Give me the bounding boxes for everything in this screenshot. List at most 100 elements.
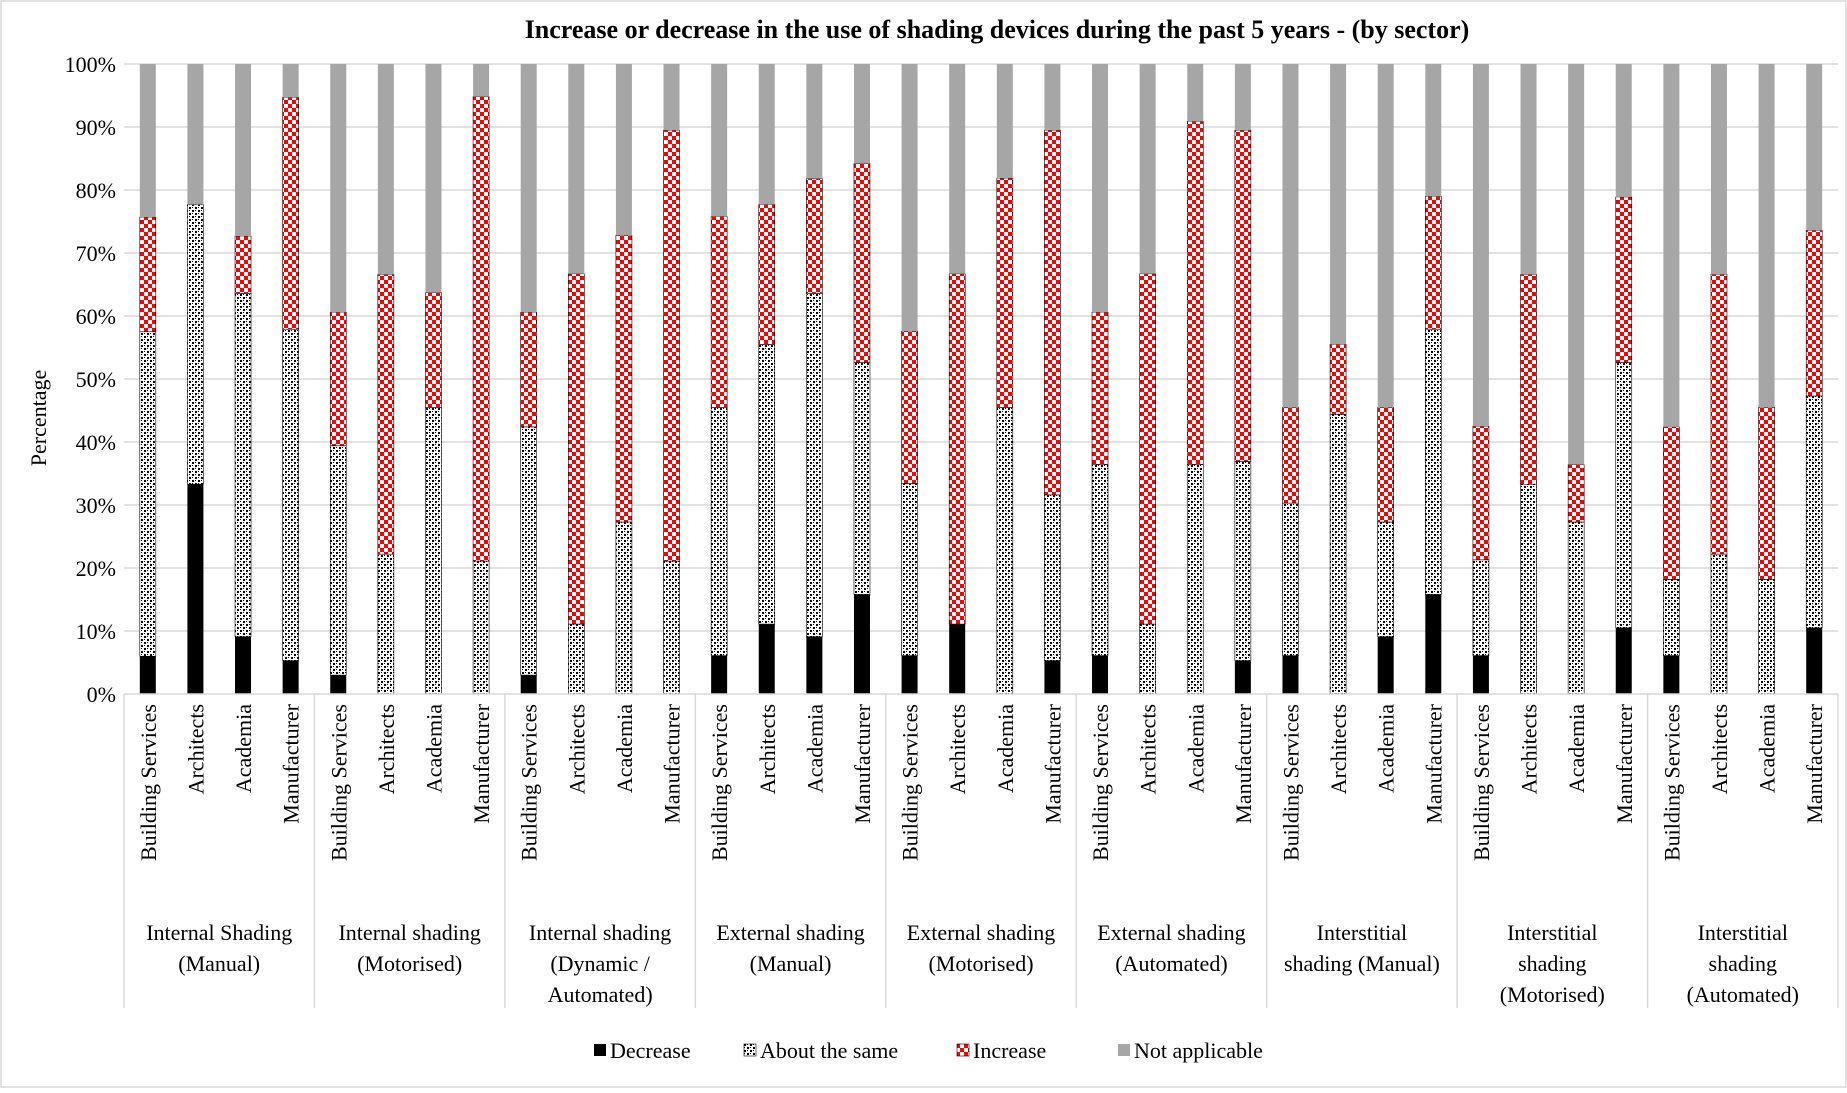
- group-label: External shading (Manual): [716, 920, 864, 976]
- bar-segment-about-the-same: [806, 293, 823, 637]
- bar-segment-increase: [1234, 129, 1252, 462]
- bar-segment-not-applicable: [901, 64, 918, 332]
- y-tick-label: 30%: [76, 493, 116, 518]
- bar-segment-decrease: [758, 624, 775, 694]
- bar-segment-increase: [1520, 274, 1537, 485]
- bar-segment-about-the-same: [425, 407, 442, 695]
- x-tick-label: Architects: [945, 704, 970, 794]
- bar-segment-increase: [377, 274, 395, 555]
- bar-segment-not-applicable: [1758, 64, 1775, 408]
- x-tick-label: Manufacturer: [1040, 703, 1065, 823]
- x-tick-label: Manufacturer: [1612, 703, 1637, 823]
- bar-segment-about-the-same: [1567, 521, 1585, 695]
- group-label: Interstitial shading (Automated): [1687, 920, 1799, 1007]
- y-tick-label: 10%: [76, 619, 116, 644]
- bar-segment-about-the-same: [1425, 328, 1442, 595]
- bar-segment-about-the-same: [1520, 483, 1537, 695]
- bar-segment-about-the-same: [1044, 494, 1061, 661]
- bar-segment-decrease: [520, 675, 537, 694]
- bar-segment-decrease: [901, 655, 918, 694]
- y-tick-label: 100%: [65, 52, 116, 77]
- bar-segment-increase: [1377, 407, 1394, 523]
- bar-segment-decrease: [1092, 655, 1109, 694]
- bar-segment-decrease: [1044, 660, 1061, 694]
- bar-segment-increase: [1139, 273, 1156, 625]
- bar-segment-increase: [1044, 129, 1061, 496]
- bar-segment-not-applicable: [1568, 64, 1585, 465]
- x-tick-label: Building Services: [1659, 704, 1684, 861]
- x-tick-label: Building Services: [1469, 704, 1494, 861]
- gridlines: [124, 63, 1838, 632]
- bar-segment-about-the-same: [1615, 362, 1633, 629]
- bar-segment-about-the-same: [234, 293, 252, 637]
- x-tick-label: Academia: [1183, 704, 1208, 793]
- x-tick-label: Academia: [993, 704, 1018, 793]
- x-tick-label: Manufacturer: [469, 703, 494, 823]
- bar-segment-increase: [1282, 407, 1299, 504]
- bar-segment-increase: [901, 330, 918, 484]
- bar-segment-increase: [282, 97, 299, 330]
- x-tick-label: Architects: [564, 704, 589, 794]
- legend-swatch: [743, 1043, 757, 1057]
- bar-segment-decrease: [235, 636, 252, 694]
- bar-segment-not-applicable: [330, 64, 347, 313]
- bar-segment-decrease: [806, 636, 823, 694]
- bar-segment-about-the-same: [1329, 413, 1347, 695]
- x-tick-label: Academia: [421, 704, 446, 793]
- bar-segment-decrease: [1234, 660, 1251, 694]
- y-axis-label: Percentage: [26, 370, 51, 467]
- bar-segment-not-applicable: [1615, 64, 1632, 197]
- legend-swatch: [956, 1043, 970, 1057]
- bar-segment-about-the-same: [282, 328, 299, 661]
- bar-segment-decrease: [853, 594, 870, 694]
- bar-segment-increase: [996, 177, 1014, 408]
- bar-segment-decrease: [1806, 627, 1823, 694]
- bar-segment-increase: [1710, 274, 1728, 555]
- legend-label: Decrease: [610, 1038, 691, 1063]
- y-tick-label: 0%: [87, 682, 116, 707]
- x-tick-label: Building Services: [326, 704, 351, 861]
- bar-segment-increase: [806, 178, 823, 294]
- bar-segment-decrease: [1282, 655, 1299, 694]
- bar-segment-about-the-same: [996, 407, 1014, 695]
- bar-segment-increase: [1186, 121, 1204, 465]
- x-tick-label: Manufacturer: [850, 703, 875, 823]
- bar-segment-increase: [1615, 196, 1633, 363]
- bar-segment-not-applicable: [1330, 64, 1347, 345]
- bar-segment-about-the-same: [758, 344, 776, 625]
- bar-segment-increase: [1091, 311, 1109, 465]
- bar-segment-about-the-same: [187, 204, 204, 485]
- bar-segment-about-the-same: [1282, 502, 1299, 656]
- x-tick-label: Building Services: [136, 704, 161, 861]
- bar-segment-increase: [329, 311, 347, 447]
- x-tick-label: Academia: [1564, 704, 1589, 793]
- bar-segment-decrease: [330, 675, 347, 694]
- x-tick-label: Academia: [802, 704, 827, 793]
- y-tick-labels: 0% 10% 20% 30% 40% 50% 60% 70% 80% 90% 100%: [65, 52, 116, 707]
- legend-swatch: [1118, 1044, 1130, 1056]
- bar-segment-about-the-same: [1234, 461, 1252, 661]
- legend-swatch: [594, 1044, 606, 1056]
- bar-segment-decrease: [1425, 594, 1442, 694]
- x-tick-label: Building Services: [898, 704, 923, 861]
- bar-segment-increase: [139, 216, 157, 333]
- bar-segment-not-applicable: [1425, 64, 1442, 197]
- bar-segment-increase: [948, 273, 966, 625]
- bar-segment-not-applicable: [377, 64, 394, 275]
- bar-segment-about-the-same: [139, 331, 157, 657]
- bar-segment-not-applicable: [806, 64, 823, 179]
- bar-segment-increase: [234, 235, 252, 294]
- x-tick-label: Manufacturer: [1231, 703, 1256, 823]
- bar-segment-about-the-same: [853, 362, 871, 595]
- bar-segment-not-applicable: [1377, 64, 1394, 408]
- y-tick-label: 80%: [76, 178, 116, 203]
- y-tick-label: 40%: [76, 430, 116, 455]
- x-tick-labels: Building Services Architects Academia Manuf…: [136, 703, 1827, 1007]
- y-tick-label: 60%: [76, 304, 116, 329]
- x-tick-label: Academia: [612, 704, 637, 793]
- x-tick-label: Building Services: [1278, 704, 1303, 861]
- bar-segment-not-applicable: [996, 64, 1013, 179]
- x-tick-label: Architects: [1707, 704, 1732, 794]
